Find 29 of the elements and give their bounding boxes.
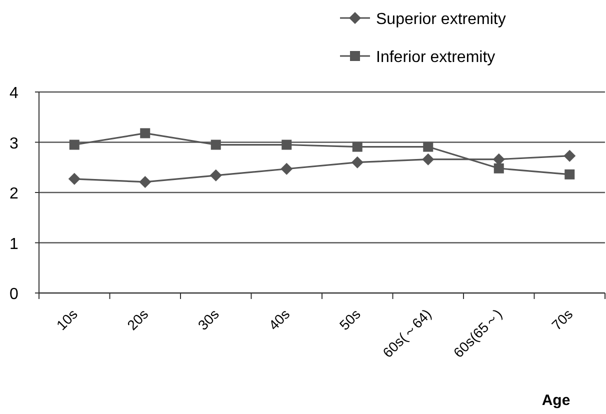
x-tick-label: 70s <box>548 306 576 334</box>
point <box>564 169 575 180</box>
point <box>282 140 292 150</box>
y-tick-label: 3 <box>10 135 19 152</box>
legend-label: Superior extremity <box>376 11 506 28</box>
point <box>564 150 576 162</box>
point <box>422 153 434 166</box>
x-tick-label: 30s <box>194 306 222 334</box>
point <box>352 142 362 152</box>
y-tick-label: 4 <box>10 85 19 102</box>
x-tick-label: 40s <box>265 306 293 334</box>
point <box>494 163 504 174</box>
point <box>210 169 222 182</box>
point <box>351 156 364 168</box>
x-tick-label: 20s <box>124 306 152 334</box>
x-axis-title: Age <box>542 392 570 409</box>
x-tick-label: 50s <box>336 306 364 334</box>
point <box>210 140 221 150</box>
point <box>140 128 150 138</box>
x-tick-label: 10s <box>53 306 80 334</box>
y-tick-label: 2 <box>10 186 19 202</box>
point <box>139 176 152 188</box>
y-tick-label: 0 <box>10 286 19 303</box>
point <box>423 142 434 152</box>
point <box>69 140 80 150</box>
point <box>68 172 80 185</box>
point <box>280 162 293 175</box>
legend-label: Inferior extremity <box>376 49 496 66</box>
y-tick-label: 1 <box>10 236 19 253</box>
